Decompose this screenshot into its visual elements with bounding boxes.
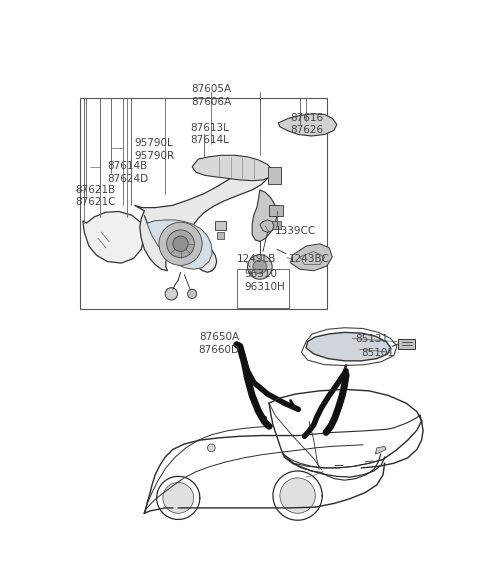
Circle shape (159, 222, 202, 265)
Text: 87621B
87621C: 87621B 87621C (75, 185, 116, 207)
Text: 85131: 85131 (355, 334, 388, 344)
Text: 1339CC: 1339CC (275, 226, 316, 236)
Bar (398, 339, 415, 349)
Bar (271, 220, 281, 229)
Polygon shape (134, 166, 269, 272)
Text: 87616
87626: 87616 87626 (291, 113, 324, 135)
Bar (217, 232, 225, 239)
Circle shape (188, 289, 197, 299)
Circle shape (248, 255, 272, 279)
Polygon shape (375, 446, 386, 454)
Polygon shape (83, 212, 144, 263)
Bar (215, 220, 226, 230)
Bar (81, 98, 327, 309)
Bar (237, 269, 289, 308)
Circle shape (163, 483, 193, 513)
Polygon shape (252, 190, 277, 242)
Bar (269, 205, 283, 216)
Text: 96310
96310H: 96310 96310H (244, 269, 285, 292)
Circle shape (253, 260, 267, 274)
Bar (267, 167, 281, 183)
Polygon shape (278, 113, 337, 136)
Polygon shape (192, 155, 273, 181)
Text: 87613L
87614L: 87613L 87614L (191, 123, 229, 145)
Text: 1243BC: 1243BC (288, 254, 329, 264)
Text: 87614B
87624D: 87614B 87624D (108, 162, 148, 184)
Circle shape (165, 288, 178, 300)
Text: 95790L
95790R: 95790L 95790R (134, 138, 174, 161)
Polygon shape (306, 332, 391, 361)
Text: 85101: 85101 (361, 348, 395, 358)
Circle shape (280, 478, 315, 513)
Text: 1249LB: 1249LB (237, 254, 276, 264)
Polygon shape (291, 244, 332, 270)
Polygon shape (144, 215, 212, 269)
Circle shape (167, 230, 194, 258)
Circle shape (173, 236, 188, 252)
Polygon shape (260, 220, 274, 232)
Text: 87605A
87606A: 87605A 87606A (192, 85, 231, 107)
Text: 87650A
87660D: 87650A 87660D (199, 332, 240, 355)
Circle shape (207, 444, 215, 452)
